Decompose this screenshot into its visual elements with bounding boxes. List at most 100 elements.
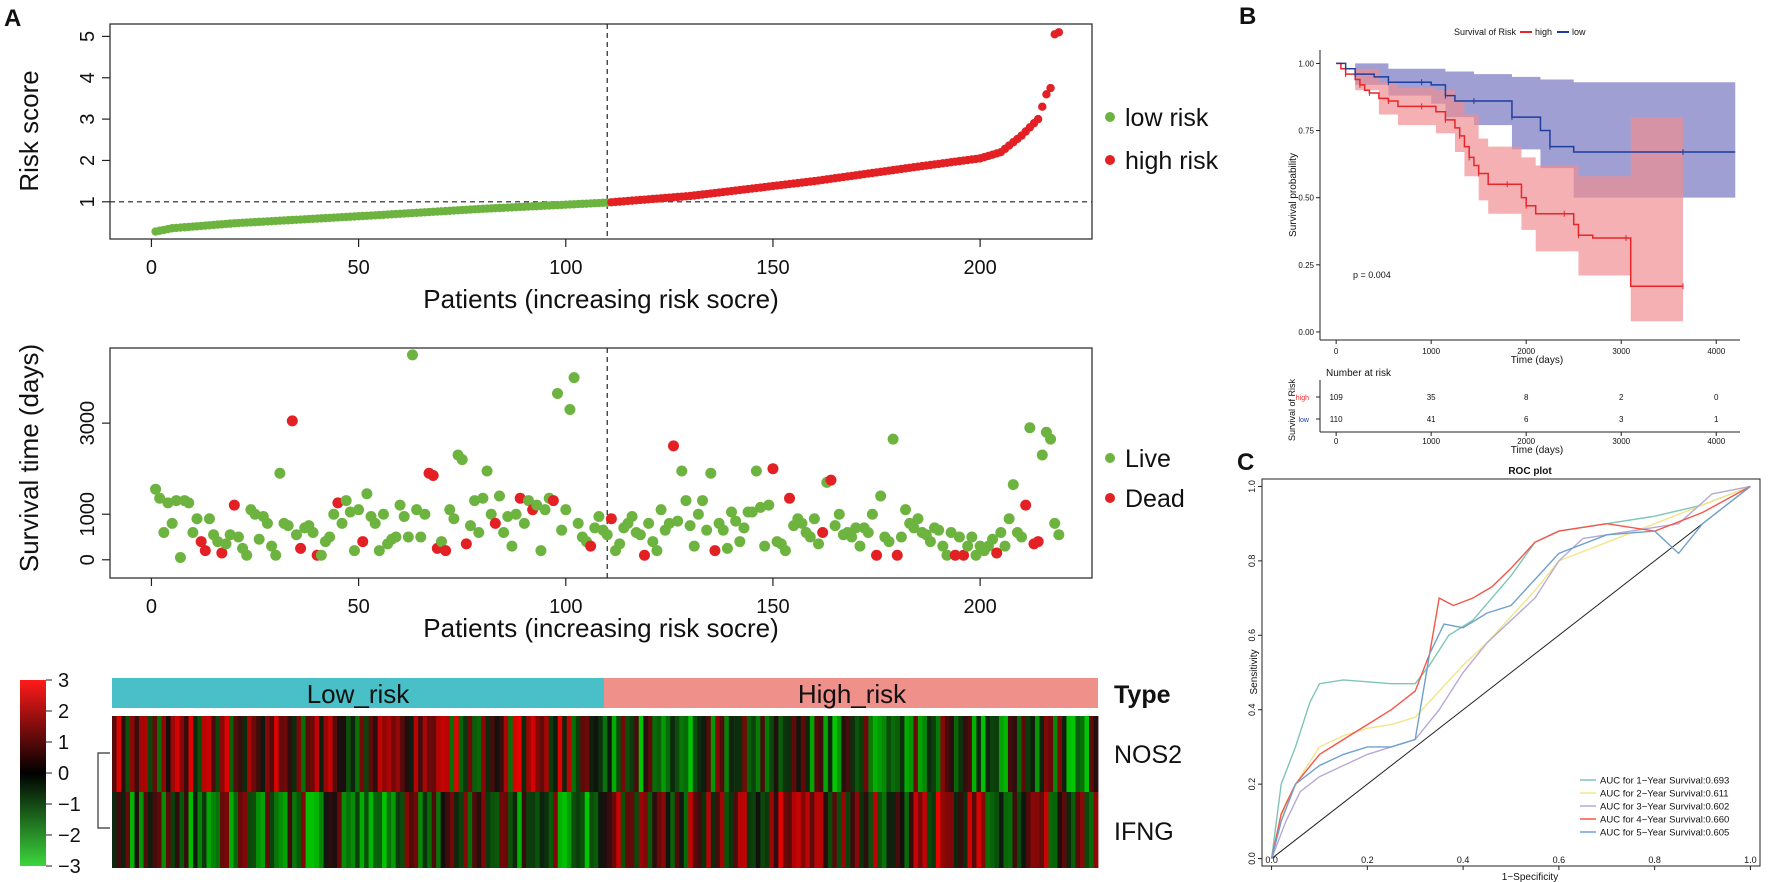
heat-cell-nos2 — [265, 716, 270, 792]
surv-point-live — [1049, 517, 1061, 529]
heat-cell-ifng — [355, 792, 361, 868]
heat-cell-ifng — [166, 792, 171, 868]
heat-cell-ifng — [733, 792, 739, 868]
surv-xtick-label: 50 — [347, 596, 369, 618]
risk-point-high — [1046, 83, 1055, 93]
heat-cell-ifng — [796, 792, 802, 868]
heat-cell-nos2 — [715, 716, 721, 792]
heat-cell-ifng — [836, 792, 842, 868]
heat-cell-nos2 — [998, 716, 1004, 792]
surv-point-live — [539, 504, 551, 516]
heat-cell-nos2 — [368, 716, 374, 792]
heat-cell-nos2 — [899, 716, 905, 792]
surv-point-live — [862, 526, 874, 538]
heat-cell-nos2 — [985, 716, 991, 792]
surv-point-dead — [195, 536, 207, 548]
surv-point-live — [895, 531, 907, 543]
heat-cell-ifng — [643, 792, 649, 868]
heat-cell-nos2 — [364, 716, 370, 792]
heat-cell-ifng — [854, 792, 860, 868]
surv-point-live — [750, 465, 762, 477]
scale-tick-label: 0 — [58, 763, 69, 785]
heat-cell-ifng — [706, 792, 712, 868]
surv-point-live — [643, 517, 655, 529]
heat-cell-ifng — [494, 792, 500, 868]
heat-cell-ifng — [512, 792, 518, 868]
scale-tick-label: −3 — [58, 856, 81, 878]
heat-cell-ifng — [1079, 792, 1085, 868]
heat-cell-ifng — [755, 792, 761, 868]
surv-point-live — [883, 536, 895, 548]
heat-cell-nos2 — [557, 716, 563, 792]
heat-cell-ifng — [526, 792, 532, 868]
heat-cell-ifng — [130, 792, 135, 868]
surv-point-dead — [949, 549, 961, 561]
heat-cell-nos2 — [1016, 716, 1022, 792]
heat-cell-nos2 — [1025, 716, 1031, 792]
heat-cell-ifng — [805, 792, 811, 868]
heat-cell-nos2 — [562, 716, 568, 792]
km-xlabel: Time (days) — [1511, 355, 1563, 366]
surv-point-live — [1007, 479, 1019, 491]
heat-cell-ifng — [683, 792, 689, 868]
heat-cell-ifng — [481, 792, 487, 868]
roc-ytick-label: 0.8 — [1247, 555, 1257, 568]
heat-cell-ifng — [148, 792, 153, 868]
heat-cell-ifng — [359, 792, 365, 868]
surv-point-dead — [332, 497, 344, 509]
heat-cell-nos2 — [215, 716, 221, 792]
heat-cell-ifng — [823, 792, 829, 868]
heat-cell-nos2 — [710, 716, 716, 792]
heat-cell-nos2 — [976, 716, 982, 792]
heat-cell-nos2 — [490, 716, 496, 792]
heat-cell-ifng — [508, 792, 514, 868]
heat-cell-ifng — [247, 792, 252, 868]
heat-cell-nos2 — [476, 716, 482, 792]
heat-cell-nos2 — [917, 716, 923, 792]
heat-cell-nos2 — [283, 716, 288, 792]
surv-xtick-label: 150 — [756, 596, 789, 618]
roc-xtick-label: 0.0 — [1265, 855, 1278, 865]
heat-cell-nos2 — [719, 716, 725, 792]
heat-cell-ifng — [319, 792, 325, 868]
heat-cell-ifng — [832, 792, 838, 868]
surv-point-live — [373, 545, 385, 557]
heat-cell-ifng — [409, 792, 415, 868]
heat-cell-nos2 — [746, 716, 752, 792]
heat-cell-ifng — [584, 792, 590, 868]
surv-point-live — [307, 526, 319, 538]
heat-cell-nos2 — [323, 716, 329, 792]
surv-point-live — [150, 483, 162, 495]
risk-point-high — [1033, 114, 1043, 124]
heat-cell-nos2 — [773, 716, 779, 792]
heat-cell-ifng — [913, 792, 919, 868]
heat-cell-ifng — [449, 792, 455, 868]
surv-ylabel: Survival time (days) — [14, 344, 44, 572]
heat-cell-ifng — [764, 792, 770, 868]
heat-cell-ifng — [476, 792, 482, 868]
heat-cell-ifng — [184, 792, 189, 868]
heat-cell-ifng — [323, 792, 329, 868]
surv-point-live — [290, 529, 302, 541]
heat-cell-nos2 — [877, 716, 883, 792]
heat-cell-nos2 — [337, 716, 343, 792]
heat-cell-nos2 — [755, 716, 761, 792]
heat-cell-nos2 — [256, 716, 261, 792]
risk-table-xlabel: Time (days) — [1511, 445, 1563, 456]
heat-cell-nos2 — [1057, 716, 1063, 792]
surv-point-live — [406, 349, 418, 361]
surv-point-live — [324, 531, 336, 543]
surv-point-live — [763, 499, 775, 511]
heat-cell-ifng — [1093, 792, 1099, 868]
heat-cell-nos2 — [197, 716, 203, 792]
heat-cell-ifng — [305, 792, 311, 868]
heat-cell-nos2 — [404, 716, 410, 792]
heat-cell-ifng — [580, 792, 586, 868]
heat-cell-nos2 — [742, 716, 748, 792]
heat-cell-nos2 — [517, 716, 523, 792]
heat-cell-nos2 — [818, 716, 824, 792]
heat-cell-ifng — [472, 792, 478, 868]
heat-cell-ifng — [368, 792, 374, 868]
heat-cell-nos2 — [701, 716, 707, 792]
